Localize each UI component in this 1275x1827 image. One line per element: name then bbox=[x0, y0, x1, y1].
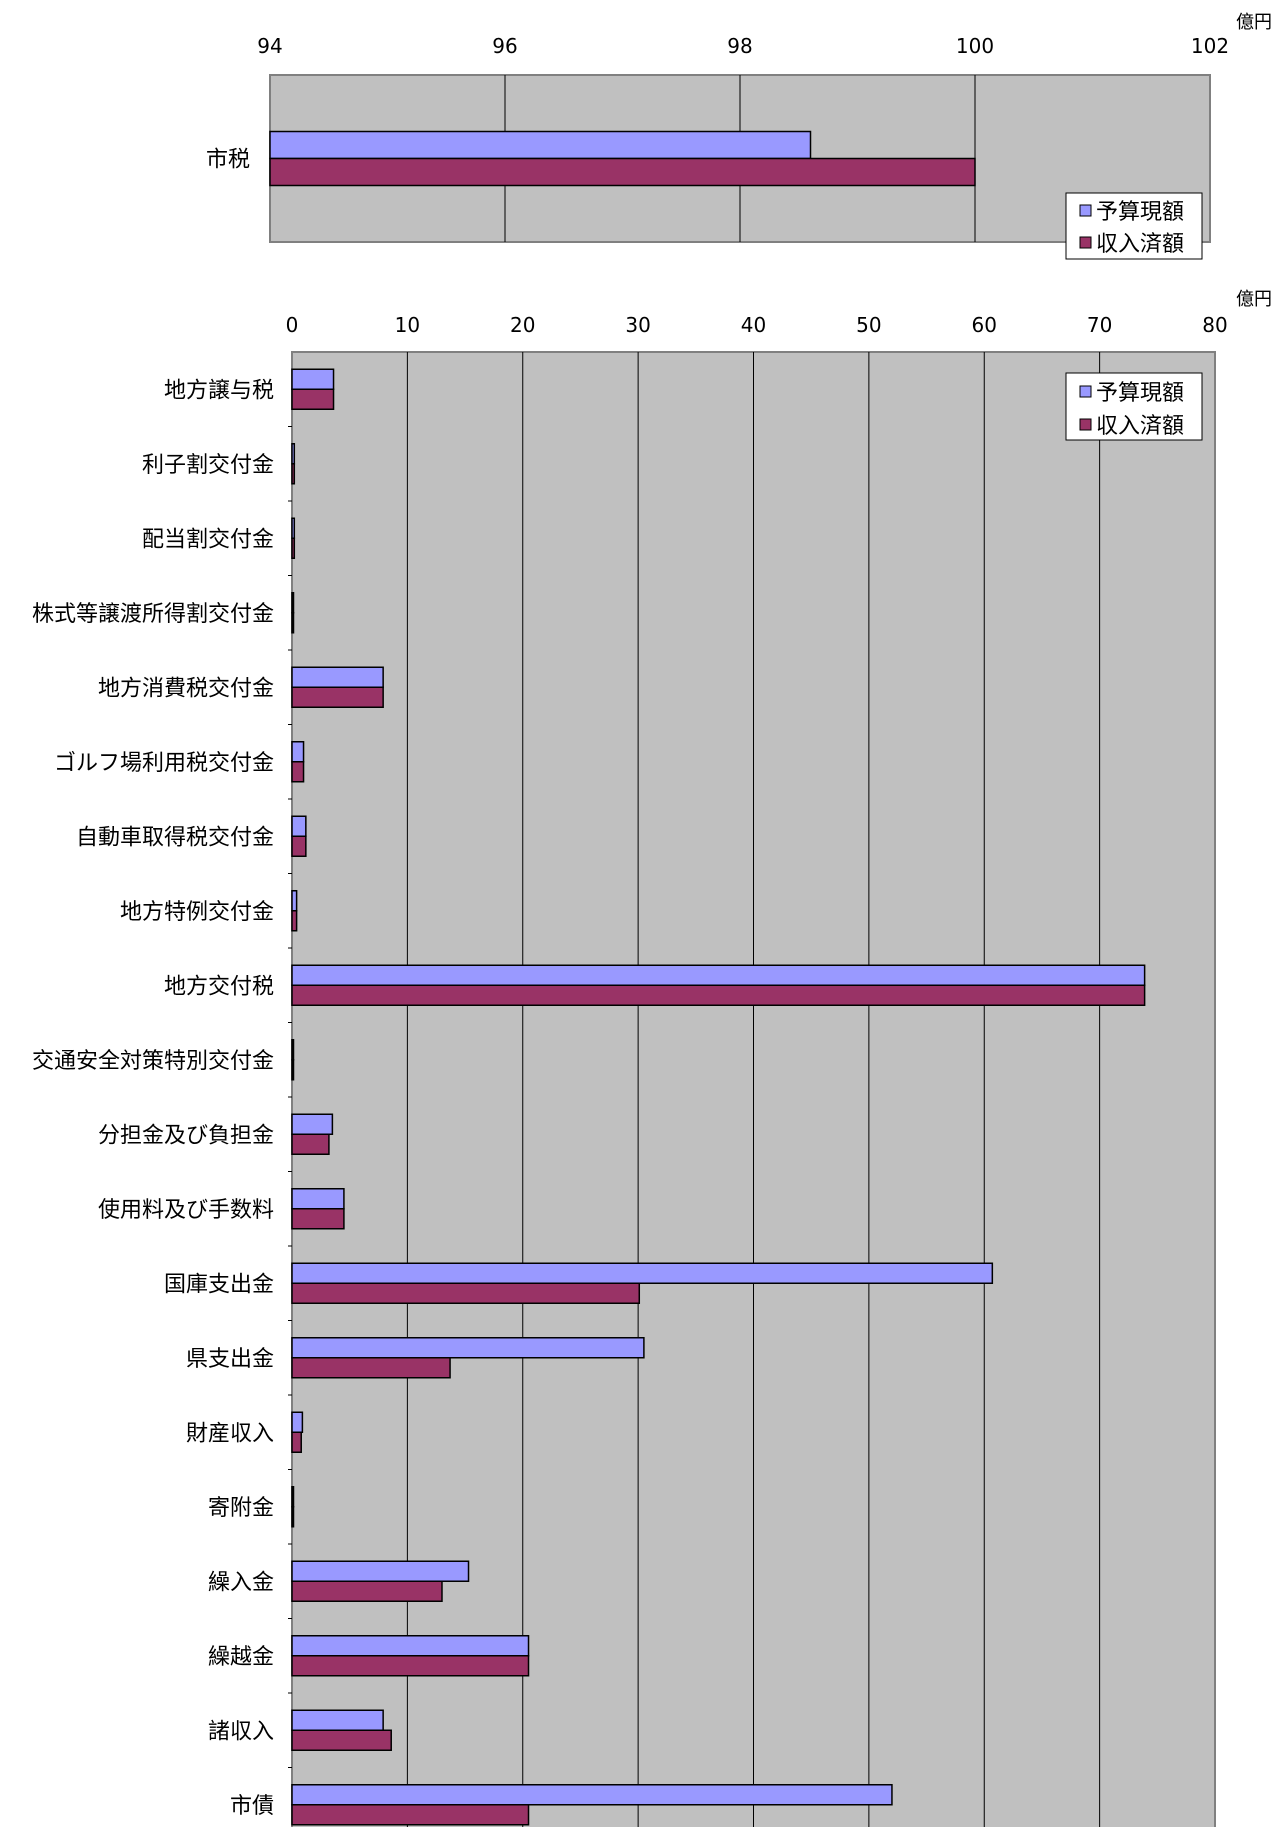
category-label: 地方消費税交付金 bbox=[98, 676, 274, 701]
bar-budget bbox=[291, 964, 1146, 986]
category-label: 利子割交付金 bbox=[142, 453, 274, 478]
bar-budget bbox=[291, 666, 384, 688]
bar-received bbox=[291, 984, 1146, 1006]
category-label: 使用料及び手数料 bbox=[98, 1198, 274, 1223]
category-label: 配当割交付金 bbox=[142, 527, 274, 552]
legend-top: 予算現額 収入済額 bbox=[1065, 192, 1203, 260]
x-tick-label: 0 bbox=[286, 313, 299, 337]
bar-budget bbox=[291, 1635, 530, 1657]
bar-received bbox=[291, 1729, 392, 1751]
category-label: 繰越金 bbox=[208, 1645, 274, 1670]
bar-received bbox=[291, 463, 296, 485]
legend-swatch-budget bbox=[1079, 385, 1092, 398]
x-tick-label: 80 bbox=[1202, 313, 1227, 337]
bar-budget bbox=[291, 592, 295, 614]
bar-budget bbox=[291, 368, 335, 390]
x-tick-label: 102 bbox=[1191, 34, 1229, 58]
bar-budget bbox=[291, 1784, 893, 1806]
legend-bottom: 予算現額 収入済額 bbox=[1065, 372, 1203, 441]
bar-received bbox=[291, 1059, 295, 1081]
bar-received bbox=[291, 1133, 330, 1155]
x-tick-label: 100 bbox=[956, 34, 994, 58]
bars-top bbox=[269, 130, 976, 187]
category-label: 県支出金 bbox=[186, 1347, 274, 1372]
bar-budget bbox=[291, 443, 296, 465]
bar-budget bbox=[291, 1337, 645, 1359]
bar-received bbox=[291, 910, 298, 932]
bar-budget bbox=[291, 1709, 384, 1731]
bar-received bbox=[269, 157, 976, 187]
category-label: 自動車取得税交付金 bbox=[76, 825, 274, 850]
category-label: 市債 bbox=[230, 1794, 274, 1819]
legend-label-received: 収入済額 bbox=[1096, 414, 1184, 439]
category-label: 繰入金 bbox=[208, 1570, 274, 1595]
legend-swatch-received bbox=[1079, 418, 1092, 431]
bar-budget bbox=[291, 1188, 345, 1210]
bar-budget bbox=[291, 1411, 304, 1433]
category-labels-top: 市税 bbox=[206, 148, 250, 173]
x-tick-label: 10 bbox=[395, 313, 420, 337]
bar-received bbox=[291, 537, 296, 559]
bar-budget bbox=[291, 1113, 334, 1135]
bar-received bbox=[291, 1282, 641, 1304]
bar-received bbox=[291, 1357, 451, 1379]
category-label: 地方交付税 bbox=[164, 974, 274, 999]
category-label: ゴルフ場利用税交付金 bbox=[54, 751, 274, 776]
category-label: 交通安全対策特別交付金 bbox=[32, 1049, 274, 1074]
x-tick-label: 20 bbox=[510, 313, 535, 337]
x-tick-label: 60 bbox=[972, 313, 997, 337]
category-label: 寄附金 bbox=[208, 1496, 274, 1521]
bar-received bbox=[291, 612, 295, 634]
bar-received bbox=[291, 1655, 530, 1677]
bar-budget bbox=[291, 1039, 295, 1061]
x-tick-label: 96 bbox=[492, 34, 517, 58]
x-tick-label: 98 bbox=[727, 34, 752, 58]
x-tick-label: 50 bbox=[856, 313, 881, 337]
chart-bottom-revenues: 0 10 20 30 40 50 60 70 80 億円 地方譲与税利子割交付金配当割交付金株式… bbox=[32, 289, 1272, 1827]
legend-swatch-received bbox=[1079, 236, 1092, 249]
chart-top-shizei: 94 96 98 100 102 億円 市税 予算現額 収入済額 bbox=[206, 12, 1272, 260]
category-label: 国庫支出金 bbox=[164, 1272, 274, 1297]
bar-received bbox=[291, 1506, 295, 1528]
bar-budget bbox=[291, 741, 305, 763]
unit-label-top: 億円 bbox=[1236, 12, 1272, 33]
unit-label-bottom: 億円 bbox=[1236, 289, 1272, 310]
legend-label-budget: 予算現額 bbox=[1096, 381, 1184, 406]
x-tick-labels-bottom: 0 10 20 30 40 50 60 70 80 bbox=[286, 313, 1228, 337]
x-tick-label: 94 bbox=[257, 34, 282, 58]
category-label: 分担金及び負担金 bbox=[98, 1123, 274, 1148]
gridlines-bottom bbox=[288, 352, 1101, 1827]
bar-budget bbox=[291, 1262, 994, 1284]
bar-budget bbox=[291, 815, 307, 837]
legend-swatch-budget bbox=[1079, 204, 1092, 217]
x-tick-label: 30 bbox=[625, 313, 650, 337]
category-label: 地方譲与税 bbox=[164, 378, 274, 403]
bar-received bbox=[291, 1431, 302, 1453]
category-label: 市税 bbox=[206, 148, 250, 173]
x-tick-label: 40 bbox=[741, 313, 766, 337]
category-label: 財産収入 bbox=[186, 1421, 274, 1446]
category-label: 株式等譲渡所得割交付金 bbox=[32, 602, 274, 627]
bar-received bbox=[291, 1580, 443, 1602]
category-labels-bottom: 地方譲与税利子割交付金配当割交付金株式等譲渡所得割交付金地方消費税交付金ゴルフ場… bbox=[32, 378, 274, 1819]
legend-label-budget: 予算現額 bbox=[1096, 200, 1184, 225]
bar-received bbox=[291, 1804, 530, 1826]
bar-budget bbox=[291, 1560, 470, 1582]
bar-received bbox=[291, 686, 384, 708]
bars-bottom bbox=[291, 368, 1146, 1826]
bar-budget bbox=[291, 890, 298, 912]
bar-received bbox=[291, 835, 307, 857]
x-tick-label: 70 bbox=[1087, 313, 1112, 337]
legend-label-received: 収入済額 bbox=[1096, 232, 1184, 257]
bar-budget bbox=[291, 1486, 295, 1508]
x-tick-labels-top: 94 96 98 100 102 bbox=[257, 34, 1229, 58]
bar-received bbox=[291, 388, 335, 410]
bar-budget bbox=[291, 517, 296, 539]
category-label: 諸収入 bbox=[208, 1719, 274, 1744]
bar-budget bbox=[269, 130, 812, 160]
bar-received bbox=[291, 1208, 345, 1230]
bar-received bbox=[291, 761, 305, 783]
category-label: 地方特例交付金 bbox=[120, 900, 274, 925]
